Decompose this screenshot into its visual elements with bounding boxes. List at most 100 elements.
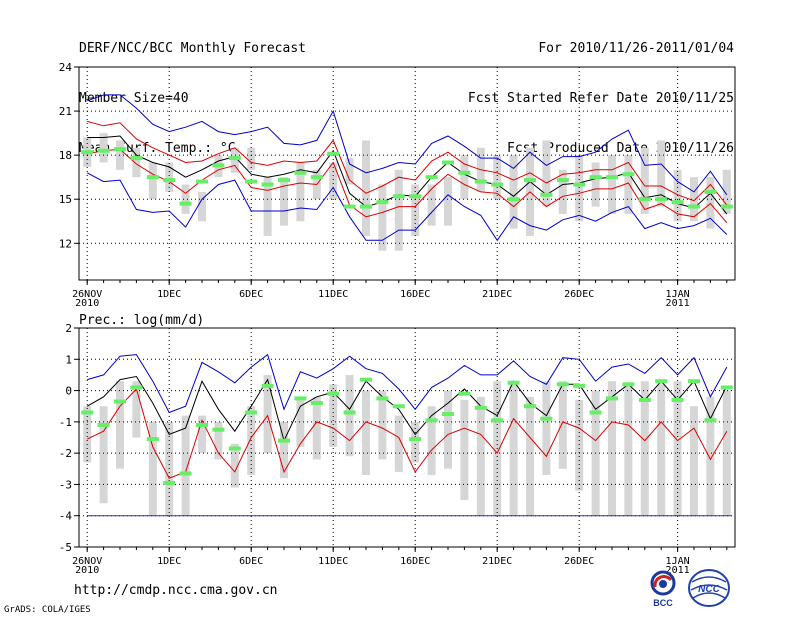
panel2-range-box (83, 406, 92, 463)
panel2-observation-marker (360, 377, 372, 382)
panel2-range-box (657, 384, 666, 516)
panel2-range-box (198, 415, 206, 454)
source-url[interactable]: http://cmdp.ncc.cma.gov.cn (74, 583, 278, 598)
panel2-range-box (378, 390, 387, 460)
panel2-observation-marker (655, 379, 668, 384)
panel2-ytick-label: -3 (59, 478, 72, 491)
panel1-series-ensemble-mean (87, 135, 728, 215)
panel1-range-box (493, 155, 502, 200)
panel1-range-box (132, 147, 141, 178)
panel1-range-box (460, 155, 469, 200)
panel1-range-box (296, 162, 305, 222)
panel2-observation-marker (671, 397, 684, 402)
panel1-range-box (230, 147, 239, 173)
panel2-observation-marker (163, 480, 176, 485)
panel1-frame (78, 66, 736, 281)
panel1-xtick-label: 2011 (666, 298, 690, 309)
bcc-logo: BCC (650, 570, 676, 608)
panel1-observation-marker (114, 147, 126, 152)
produced-date: Fcst Produced Date 2010/11/26 (507, 141, 734, 156)
panel2-frame (78, 327, 736, 548)
panel2-range-box (214, 421, 223, 460)
panel2-range-box (312, 396, 321, 460)
panel2-observation-marker (114, 399, 126, 404)
panel2-observation-marker (97, 422, 110, 427)
panel2-observation-marker (327, 391, 340, 396)
panel2-ytick-label: -4 (59, 510, 73, 523)
panel2-observation-marker (245, 410, 258, 415)
panel1-xtick-label: 26DEC (564, 289, 594, 300)
panel1-range-box (394, 169, 403, 251)
panel1-range-box (345, 158, 354, 185)
panel1-observation-marker (655, 197, 668, 202)
ncc-logo: NCC (688, 569, 730, 607)
panel2-range-box (296, 396, 305, 447)
panel2-range-box (116, 381, 124, 469)
panel1-observation-marker (360, 204, 372, 209)
panel1-series-upper-spread (87, 120, 728, 206)
panel1-range-box (591, 162, 600, 207)
panel2-observation-marker (392, 404, 405, 409)
panel2-observation-marker (425, 418, 438, 423)
panel2-observation-marker (294, 396, 307, 401)
panel2-observation-marker (376, 396, 389, 401)
panel2-series-ensemble-minimum (86, 388, 728, 479)
panel2-title: Prec.: log(mm/d) (79, 313, 204, 328)
panel1-observation-marker (474, 179, 487, 184)
panel2-observation-marker (638, 397, 651, 402)
started-date: Fcst Started Refer Date 2010/11/25 (467, 91, 734, 106)
panel1-observation-marker (343, 204, 356, 209)
panel2-range-box (394, 415, 403, 472)
panel2-range-box (99, 406, 108, 504)
panel1-range-box (362, 140, 370, 236)
panel2-range-box (280, 421, 288, 479)
panel1-observation-marker (212, 163, 225, 168)
ncc-logo-text: NCC (698, 584, 720, 595)
panel2-range-box (690, 406, 698, 516)
panel1-range-box (558, 169, 567, 214)
panel1-range-box (427, 184, 436, 226)
panel2-range-box (345, 374, 354, 457)
panel2-observation-marker (491, 418, 504, 423)
panel2-range-box (460, 399, 469, 501)
panel1-range-box (280, 177, 288, 226)
panel1-range-box (411, 184, 420, 236)
panel1-xtick-label: 1JAN (666, 289, 690, 300)
panel2-ytick-label: -2 (59, 447, 72, 460)
panel2-observation-marker (458, 391, 471, 396)
panel1-observation-marker (179, 201, 192, 206)
panel1-range-box (378, 184, 387, 251)
panel1-range-box (148, 162, 157, 200)
panel1-observation-marker (606, 175, 618, 180)
panel2-observation-marker (228, 446, 241, 451)
panel2-xtick-label: 1DEC (157, 556, 181, 567)
panel2-observation-marker (442, 412, 454, 417)
panel1-range-box (640, 147, 649, 214)
panel1-range-box (329, 162, 338, 200)
panel2-observation-marker (688, 379, 700, 384)
panel1-observation-marker (622, 172, 635, 177)
panel2-observation-marker (540, 416, 553, 421)
panel1-ytick-label: 21 (59, 105, 72, 118)
panel2-observation-marker (179, 471, 192, 476)
panel2-range-box (640, 381, 649, 516)
panel1-observation-marker (573, 182, 586, 187)
panel2-observation-marker (212, 427, 225, 432)
panel1-observation-marker (458, 170, 471, 175)
panel2-observation-marker (278, 438, 290, 443)
panel1-range-box (575, 155, 584, 222)
panel1-observation-marker (524, 178, 536, 183)
panel2-observation-marker (196, 422, 208, 427)
panel1-observation-marker (425, 175, 438, 180)
panel2-observation-marker (130, 385, 143, 390)
panel1-observation-marker (589, 175, 602, 180)
panel1-observation-marker (310, 175, 323, 180)
panel1-observation-marker (261, 182, 274, 187)
panel2-xtick-label: 2011 (666, 565, 690, 576)
panel1-observation-marker (507, 197, 520, 202)
panel2-observation-marker (261, 383, 274, 388)
panel2-ytick-label: 0 (65, 385, 72, 398)
panel1-observation-marker (97, 148, 110, 153)
panel1-range-box (198, 191, 206, 222)
panel1-observation-marker (81, 150, 94, 155)
